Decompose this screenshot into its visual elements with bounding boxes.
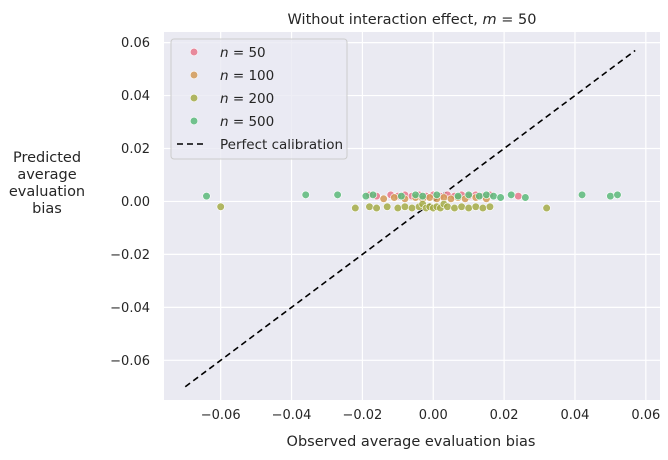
calibration-line [184,49,636,388]
x-tick-label: −0.02 [342,408,382,423]
point-series-3 [613,190,622,199]
point-series-2 [393,203,402,213]
point-series-2 [443,202,452,211]
y-tick-label: −0.04 [110,301,150,316]
point-series-2 [216,202,225,211]
point-series-3 [453,192,463,201]
point-series-3 [361,192,371,201]
x-tick-label: 0.04 [560,408,589,423]
point-series-2 [478,203,487,213]
point-series-2 [542,203,551,213]
point-series-3 [301,190,310,199]
point-series-2 [464,203,473,213]
point-series-2 [372,203,381,213]
point-series-3 [507,190,516,199]
point-series-2 [457,202,466,211]
x-tick-label: 0.00 [419,408,448,423]
y-tick-label: −0.02 [110,248,150,263]
point-series-3 [496,193,505,202]
y-axis-title-line: Predicted [13,150,81,166]
point-series-1 [379,194,388,203]
x-tick-label: −0.04 [272,408,312,423]
point-series-2 [407,203,417,213]
data-points [202,190,622,213]
point-series-3 [482,190,491,199]
x-tick-label: 0.02 [490,408,519,423]
point-series-3 [475,192,484,201]
chart-title: Without interaction effect, m = 50 [288,12,537,28]
point-series-2 [471,202,480,211]
legend-marker [189,93,199,103]
y-tick-label: 0.02 [121,142,150,157]
x-tick-label: 0.06 [631,408,660,423]
x-axis-title: Observed average evaluation bias [287,434,536,450]
legend-label: Perfect calibration [220,137,343,153]
point-series-3 [606,192,615,201]
point-series-3 [397,192,406,201]
point-series-3 [464,190,473,199]
point-series-2 [383,202,392,211]
point-series-2 [485,202,495,211]
legend-marker [189,70,199,80]
y-tick-label: 0.00 [121,195,150,210]
legend: n = 50 n = 100 n = 200 n = 500 Perfect calib… [170,38,348,160]
legend-marker [189,116,199,126]
point-series-1 [390,193,399,202]
legend-marker [189,47,199,57]
point-series-0 [514,192,523,201]
y-axis-title-line: bias [32,201,62,217]
point-series-1 [446,194,456,203]
legend-label: n = 100 [220,68,274,84]
calibration-line-group [184,49,636,388]
point-series-3 [418,192,427,201]
point-series-2 [351,203,360,213]
point-series-3 [202,192,211,201]
legend-box [170,38,348,160]
legend-label: n = 500 [220,114,274,130]
x-tick-labels: −0.06 −0.04 −0.02 0.00 0.02 0.04 0.06 [201,408,661,423]
point-series-3 [521,193,530,202]
y-tick-labels: −0.06 −0.04 −0.02 0.00 0.02 0.04 0.06 [110,36,150,369]
point-series-2 [400,202,410,211]
grid-lines [164,32,660,400]
legend-label: n = 50 [220,45,266,61]
point-series-1 [425,193,434,202]
point-series-3 [432,190,441,199]
x-tick-label: −0.06 [201,408,241,423]
y-tick-label: 0.06 [121,36,150,51]
point-series-3 [333,190,342,199]
y-tick-label: −0.06 [110,354,150,369]
point-series-2 [450,203,459,213]
point-series-3 [489,192,498,201]
y-axis-title-line: average [17,167,76,183]
point-series-3 [368,190,378,199]
legend-label: n = 200 [220,91,274,107]
point-series-3 [577,190,587,199]
point-series-3 [411,190,420,199]
point-series-2 [365,202,374,211]
y-axis-title-line: evaluation [9,184,85,200]
y-tick-label: 0.04 [121,89,150,104]
